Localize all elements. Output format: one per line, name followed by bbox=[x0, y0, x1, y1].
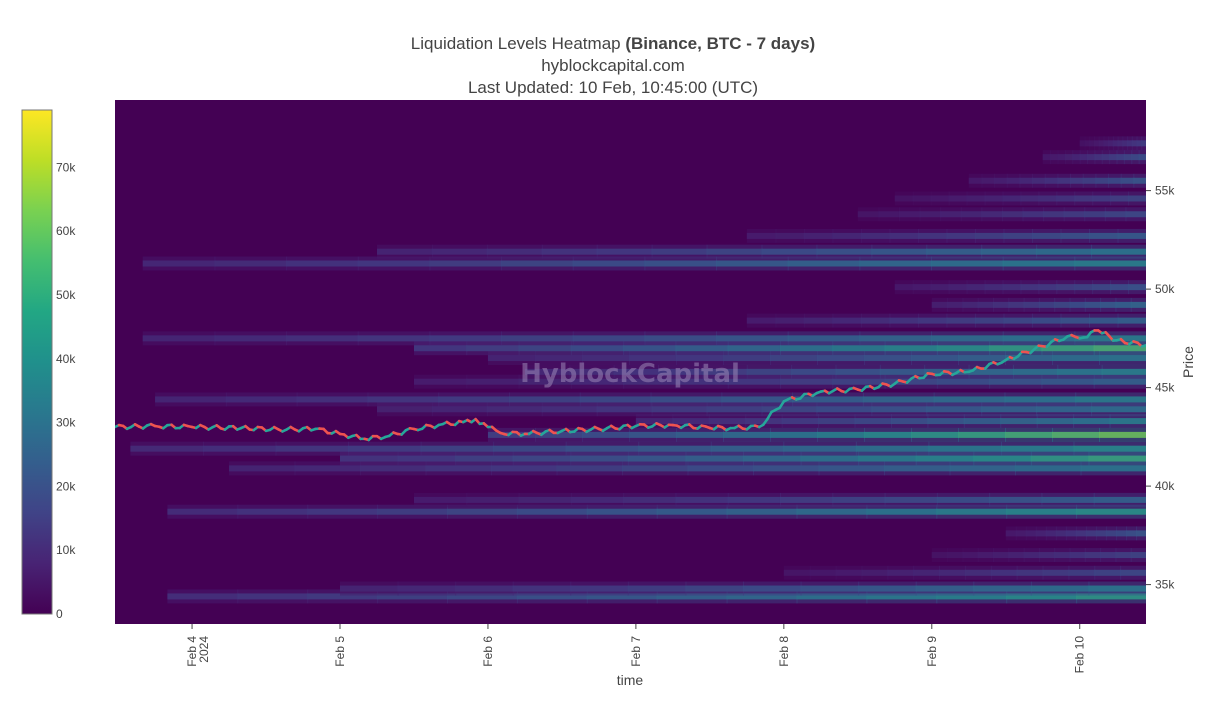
liquidation-band bbox=[413, 341, 1146, 356]
colorbar-tick-label: 40k bbox=[56, 352, 76, 366]
liquidation-band bbox=[142, 256, 1146, 271]
colorbar-tick-label: 50k bbox=[56, 288, 76, 302]
x-tick-label: Feb 6 bbox=[481, 636, 495, 667]
colorbar-gradient bbox=[21, 109, 53, 615]
liquidation-band bbox=[931, 548, 1146, 563]
colorbar-tick-label: 70k bbox=[56, 160, 76, 174]
liquidation-band bbox=[413, 374, 1146, 389]
price-axis: 35k 40k 45k 50k 55k bbox=[1146, 184, 1175, 592]
chart-title-bold: (Binance, BTC - 7 days) bbox=[625, 34, 816, 53]
price-segment bbox=[1140, 343, 1146, 348]
liquidation-bands bbox=[130, 136, 1146, 604]
x-tick-label: Feb 7 bbox=[629, 636, 643, 667]
chart-subtitle: hyblockcapital.com bbox=[541, 56, 685, 75]
liquidation-band bbox=[894, 191, 1146, 206]
watermark-text: HyblockCapital bbox=[520, 359, 740, 389]
liquidation-band bbox=[487, 427, 1146, 442]
liquidation-band bbox=[376, 402, 1146, 417]
colorbar-tick-label: 60k bbox=[56, 224, 76, 238]
chart-title: Liquidation Levels Heatmap (Binance, BTC… bbox=[0, 33, 1226, 55]
x-tick-label: Feb 9 bbox=[925, 636, 939, 667]
liquidation-band bbox=[340, 451, 1146, 466]
y-tick-label: 45k bbox=[1155, 381, 1175, 395]
liquidation-band bbox=[783, 565, 1146, 580]
x-tick-label: Feb 10 bbox=[1073, 636, 1087, 674]
liquidation-band bbox=[340, 581, 1146, 596]
liquidation-band bbox=[894, 280, 1146, 295]
liquidation-band bbox=[931, 297, 1146, 312]
liquidation-band bbox=[413, 492, 1146, 507]
liquidation-band bbox=[376, 244, 1146, 259]
liquidation-band bbox=[1005, 526, 1146, 541]
y-tick-label: 40k bbox=[1155, 479, 1175, 493]
heatmap-plot-area[interactable] bbox=[115, 100, 1146, 624]
liquidation-band bbox=[857, 207, 1146, 222]
y-tick-label: 50k bbox=[1155, 282, 1175, 296]
last-updated: Last Updated: 10 Feb, 10:45:00 (UTC) bbox=[467, 78, 759, 97]
liquidation-band bbox=[229, 461, 1146, 476]
liquidation-band bbox=[167, 504, 1146, 519]
x-tick-label: Feb 8 bbox=[777, 636, 791, 667]
liquidation-band bbox=[635, 414, 1146, 429]
liquidation-band bbox=[746, 313, 1146, 328]
x-tick-label: Feb 5 bbox=[333, 636, 347, 667]
liquidation-band bbox=[167, 589, 1146, 604]
liquidation-band bbox=[746, 228, 1146, 243]
x-axis-title: time bbox=[617, 672, 644, 688]
x-tick-label: Feb 4 bbox=[185, 636, 199, 667]
liquidation-band bbox=[130, 441, 1146, 456]
colorbar-tick-label: 30k bbox=[56, 416, 76, 430]
chart-title-prefix: Liquidation Levels Heatmap bbox=[410, 34, 626, 53]
colorbar-tick-label: 0 bbox=[56, 607, 63, 621]
chart-title-block: Liquidation Levels Heatmap (Binance, BTC… bbox=[0, 33, 1226, 99]
colorbar-tick-label: 20k bbox=[56, 479, 76, 493]
colorbar-tick-label: 10k bbox=[56, 543, 76, 557]
liquidation-band bbox=[155, 392, 1146, 407]
y-tick-label: 35k bbox=[1155, 578, 1175, 592]
price-segment bbox=[766, 410, 773, 421]
y-tick-label: 55k bbox=[1155, 184, 1175, 198]
y-axis-title: Price bbox=[1180, 346, 1196, 378]
x-tick-sublabel: 2024 bbox=[197, 636, 211, 663]
price-candles bbox=[115, 329, 1146, 442]
colorbar: 0 10k 20k 30k 40k 50k 60k 70k bbox=[21, 109, 76, 621]
liquidation-band bbox=[968, 173, 1146, 188]
liquidation-band bbox=[142, 331, 1146, 346]
liquidation-band bbox=[1042, 150, 1146, 165]
liquidation-band bbox=[1079, 136, 1146, 151]
